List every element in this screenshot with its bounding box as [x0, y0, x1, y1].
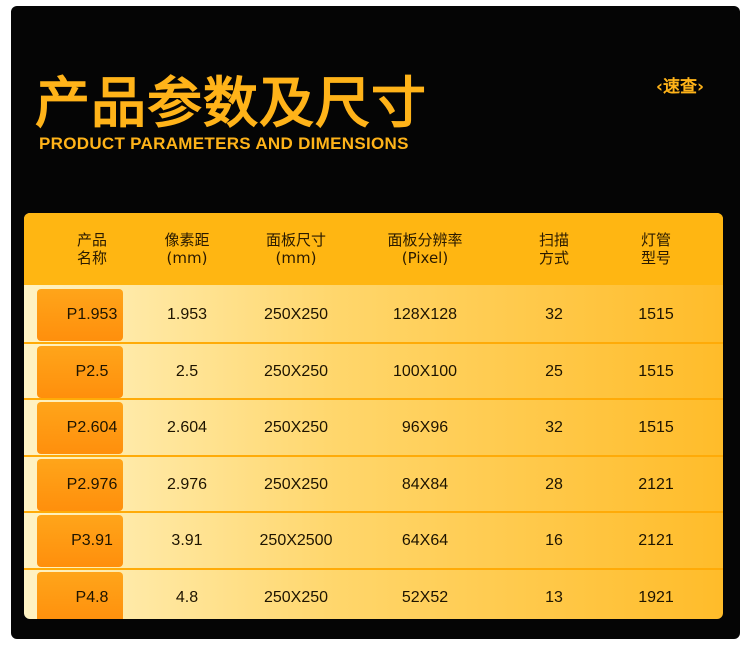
cell-pixel-pitch: 3.91 — [171, 532, 203, 549]
column-header-line2: (Pixel) — [401, 249, 449, 267]
column-header-pixel-pitch: 像素距 (mm) — [164, 213, 209, 285]
cell-panel-size: 250X250 — [263, 306, 329, 323]
column-header-line2: (mm) — [275, 249, 317, 267]
cell-panel-resolution: 100X100 — [392, 362, 458, 380]
cell-panel-size: 250X250 — [263, 419, 329, 436]
column-header-line2: 型号 — [640, 249, 672, 267]
row-divider — [24, 398, 723, 400]
cell-pixel-pitch: 2.976 — [166, 475, 208, 493]
table-row: P4.8 4.8 250X250 52X52 13 1921 — [24, 570, 723, 619]
cell-panel-resolution: 64X64 — [401, 532, 449, 549]
cell-product-name: P2.976 — [66, 475, 118, 493]
cell-led-model: 1515 — [638, 362, 674, 380]
cell-scan-mode: 16 — [545, 532, 563, 549]
cell-product-name: P2.5 — [75, 362, 109, 380]
column-header-line2: 方式 — [538, 249, 570, 267]
cell-product-name: P1.953 — [66, 306, 118, 323]
page-title: 产品参数及尺寸 — [35, 71, 428, 135]
product-name-cell-background — [37, 289, 123, 341]
row-divider — [24, 341, 723, 344]
cell-panel-size: 250X250 — [263, 362, 329, 380]
cell-panel-resolution: 128X128 — [392, 306, 458, 323]
cell-led-model: 2121 — [638, 532, 674, 549]
column-header-line1: 灯管 — [640, 231, 672, 249]
column-header-line1: 面板尺寸 — [265, 231, 327, 249]
cell-scan-mode: 32 — [545, 419, 563, 436]
product-name-cell-background — [37, 345, 123, 398]
product-name-cell-background — [37, 458, 123, 511]
cell-scan-mode: 13 — [545, 588, 563, 606]
page-subtitle: PRODUCT PARAMETERS AND DIMENSIONS — [39, 134, 409, 153]
cell-panel-size: 250X2500 — [259, 532, 333, 549]
cell-led-model: 1921 — [638, 588, 674, 606]
cell-product-name: P3.91 — [71, 532, 113, 549]
product-name-cell-background — [37, 402, 123, 454]
cell-product-name: P2.604 — [66, 419, 118, 436]
column-header-line1: 像素距 — [164, 231, 210, 249]
cell-pixel-pitch: 2.5 — [175, 362, 199, 380]
product-name-cell-background — [37, 515, 123, 567]
cell-product-name: P4.8 — [75, 588, 109, 606]
column-header-line2: 名称 — [76, 249, 108, 267]
parameters-panel: 产品参数及尺寸 PRODUCT PARAMETERS AND DIMENSION… — [11, 6, 740, 639]
table-row: P2.976 2.976 250X250 84X84 28 2121 — [24, 457, 723, 513]
quick-lookup-link[interactable]: ‹速查› — [656, 77, 705, 97]
cell-scan-mode: 32 — [545, 306, 563, 323]
row-divider — [24, 454, 723, 457]
column-header-panel-size: 面板尺寸 (mm) — [266, 213, 326, 285]
column-header-panel-resolution: 面板分辨率 (Pixel) — [387, 213, 462, 285]
cell-panel-size: 250X250 — [263, 588, 329, 606]
column-header-scan-mode: 扫描 方式 — [539, 213, 569, 285]
cell-panel-resolution: 84X84 — [401, 475, 449, 493]
cell-pixel-pitch: 4.8 — [175, 588, 199, 606]
cell-scan-mode: 25 — [545, 362, 563, 380]
cell-led-model: 1515 — [638, 306, 674, 323]
table-row: P2.604 2.604 250X250 96X96 32 1515 — [24, 400, 723, 456]
cell-pixel-pitch: 1.953 — [166, 306, 208, 323]
table-header-row: 产品 名称 像素距 (mm) 面板尺寸 (mm) 面板分辨率 (Pixel) 扫… — [24, 213, 723, 285]
cell-led-model: 2121 — [638, 475, 674, 493]
column-header-product-name: 产品 名称 — [77, 213, 107, 285]
column-header-line1: 扫描 — [538, 231, 570, 249]
row-divider — [24, 511, 723, 513]
table-row: P3.91 3.91 250X2500 64X64 16 2121 — [24, 513, 723, 569]
cell-led-model: 1515 — [638, 419, 674, 436]
column-header-line1: 产品 — [76, 231, 108, 249]
cell-panel-resolution: 96X96 — [401, 419, 449, 436]
column-header-line2: (mm) — [166, 249, 208, 267]
cell-scan-mode: 28 — [545, 475, 563, 493]
cell-pixel-pitch: 2.604 — [166, 419, 208, 436]
table-row: P2.5 2.5 250X250 100X100 25 1515 — [24, 344, 723, 400]
cell-panel-size: 250X250 — [263, 475, 329, 493]
row-divider — [24, 567, 723, 570]
table-row: P1.953 1.953 250X250 128X128 32 1515 — [24, 287, 723, 343]
column-header-line1: 面板分辨率 — [387, 231, 463, 249]
product-name-cell-background — [37, 571, 123, 619]
cell-panel-resolution: 52X52 — [401, 588, 449, 606]
parameters-table: 产品 名称 像素距 (mm) 面板尺寸 (mm) 面板分辨率 (Pixel) 扫… — [24, 213, 723, 619]
column-header-led-model: 灯管 型号 — [641, 213, 671, 285]
